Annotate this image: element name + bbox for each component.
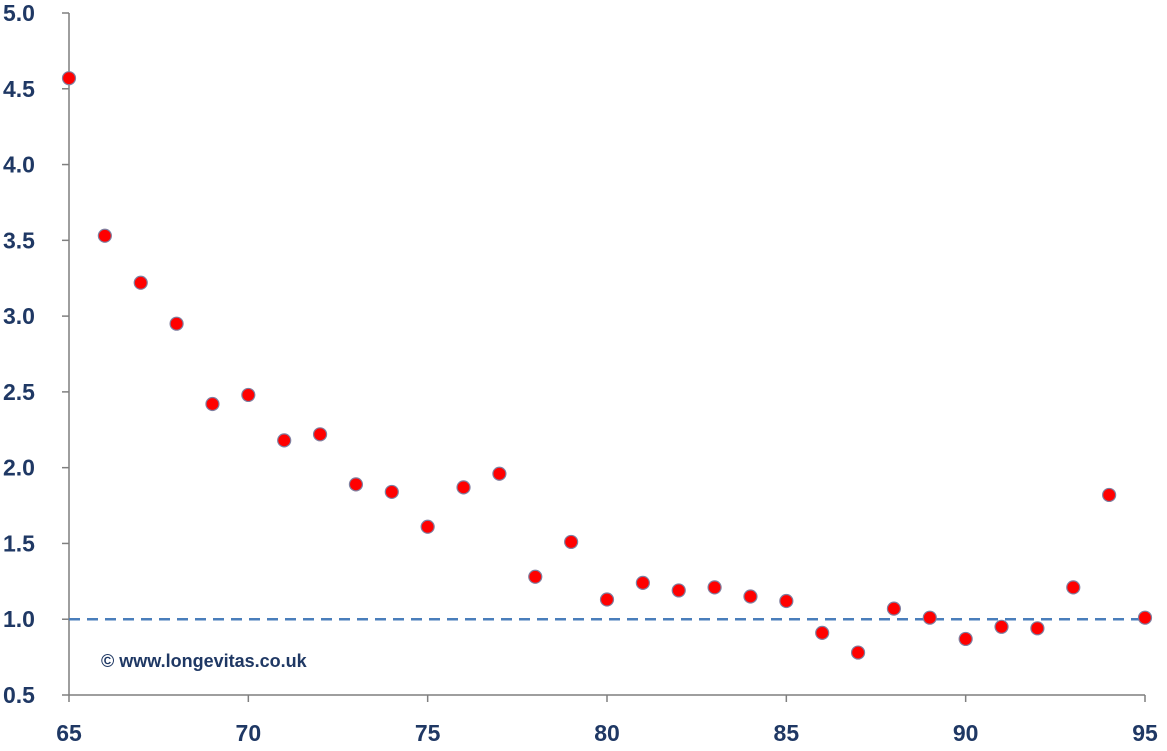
- data-point: [1030, 621, 1045, 636]
- data-point: [1102, 487, 1117, 503]
- y-tick-label: 5.0: [3, 0, 35, 26]
- x-tick-label: 75: [415, 720, 441, 746]
- data-point: [97, 228, 112, 243]
- data-point: [815, 625, 830, 640]
- y-tick-label: 4.0: [3, 152, 35, 178]
- x-tick-label: 70: [236, 720, 262, 746]
- data-point: [922, 610, 937, 625]
- y-tick-label: 4.5: [3, 76, 35, 102]
- y-tick-label: 3.5: [3, 227, 35, 253]
- copyright-annotation: © www.longevitas.co.uk: [101, 651, 308, 671]
- data-point: [133, 275, 148, 290]
- y-tick-label: 2.0: [3, 455, 35, 481]
- data-point: [312, 427, 328, 442]
- data-point: [635, 575, 650, 590]
- x-tick-label: 85: [774, 720, 800, 746]
- data-point: [169, 316, 184, 331]
- data-point: [779, 593, 794, 609]
- data-point: [456, 480, 471, 495]
- y-tick-label: 1.5: [3, 530, 35, 556]
- x-tick-label: 65: [56, 720, 82, 746]
- x-tick-label: 95: [1132, 720, 1158, 746]
- data-point: [707, 580, 722, 595]
- tick-labels: 0.5 1.0 1.5 2.0 2.5 3.0 3.5 4.0 4.5 5.0 65 70 75 80 85…: [3, 0, 1158, 746]
- axes: [62, 12, 1146, 702]
- y-tick-label: 1.0: [3, 606, 35, 632]
- data-point: [958, 631, 973, 647]
- data-point: [1137, 610, 1153, 625]
- data-point: [886, 601, 902, 616]
- y-tick-label: 2.5: [3, 379, 35, 405]
- data-point: [671, 583, 686, 598]
- data-point: [61, 71, 77, 86]
- y-tick-label: 3.0: [3, 303, 35, 329]
- data-point: [528, 569, 543, 584]
- data-point: [420, 519, 435, 534]
- data-point: [1066, 580, 1081, 595]
- data-point: [348, 477, 364, 492]
- data-point: [205, 396, 220, 412]
- x-tick-label: 90: [953, 720, 979, 746]
- data-point: [564, 534, 579, 550]
- data-point: [599, 592, 615, 607]
- data-point: [384, 484, 399, 500]
- data-point: [241, 387, 256, 403]
- data-point: [743, 589, 758, 604]
- data-point: [492, 466, 507, 481]
- data-point: [277, 433, 292, 448]
- data-point: [994, 619, 1009, 634]
- data-point: [850, 645, 866, 660]
- y-tick-label: 0.5: [3, 682, 35, 708]
- x-tick-label: 80: [594, 720, 620, 746]
- data-points: [61, 71, 1153, 660]
